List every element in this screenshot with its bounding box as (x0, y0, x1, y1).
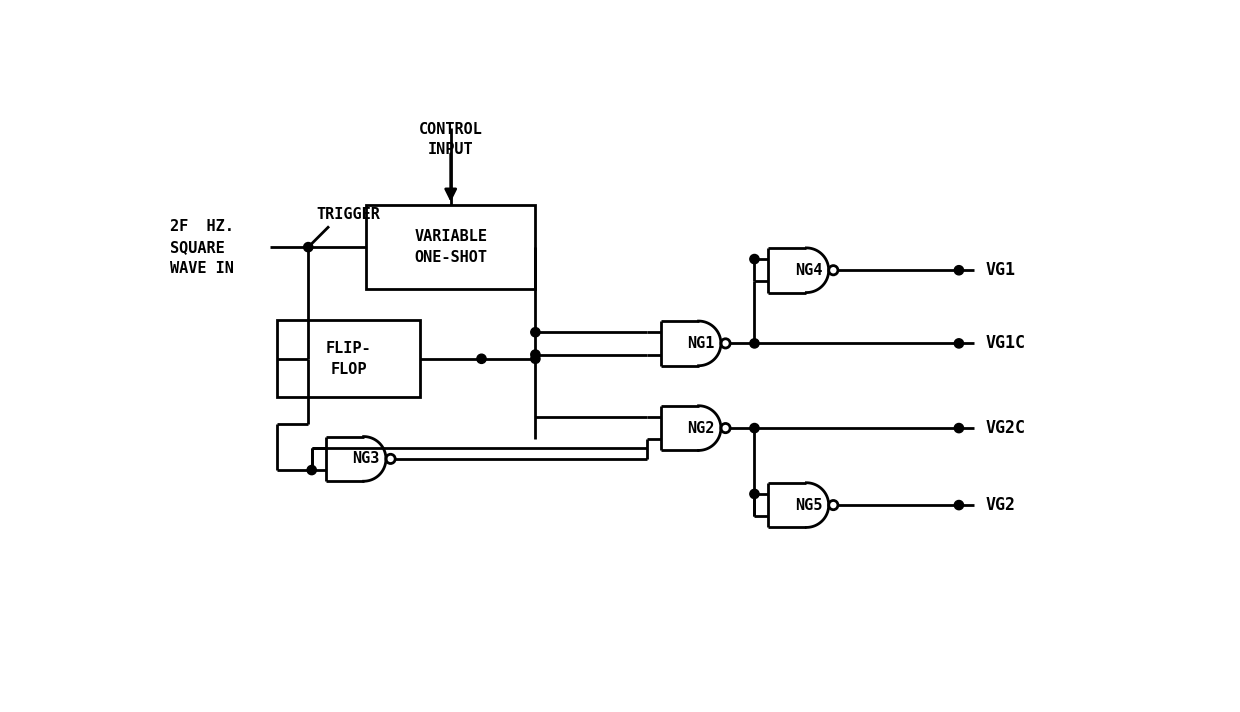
Circle shape (531, 354, 541, 363)
Circle shape (304, 243, 312, 252)
Text: NG1: NG1 (687, 336, 714, 351)
Text: VG2C: VG2C (986, 419, 1025, 437)
Text: 2F  HZ.
SQUARE
WAVE IN: 2F HZ. SQUARE WAVE IN (170, 219, 233, 276)
Circle shape (955, 339, 963, 348)
Circle shape (955, 424, 963, 433)
Text: VG2: VG2 (986, 496, 1016, 514)
Text: FLIP-
FLOP: FLIP- FLOP (326, 341, 372, 377)
Circle shape (750, 339, 759, 348)
Circle shape (750, 424, 759, 433)
Circle shape (750, 489, 759, 498)
Circle shape (308, 466, 316, 475)
Circle shape (531, 350, 541, 359)
Text: NG3: NG3 (352, 451, 379, 466)
Text: CONTROL
INPUT: CONTROL INPUT (419, 122, 482, 157)
Circle shape (955, 501, 963, 510)
Circle shape (477, 354, 486, 363)
Text: VG1C: VG1C (986, 335, 1025, 352)
Text: NG2: NG2 (687, 421, 714, 436)
Text: VARIABLE
ONE-SHOT: VARIABLE ONE-SHOT (414, 229, 487, 265)
Circle shape (531, 328, 541, 337)
Text: TRIGGER: TRIGGER (316, 207, 379, 222)
Text: NG4: NG4 (795, 263, 822, 278)
Bar (278, 320, 420, 397)
Text: NG5: NG5 (795, 498, 822, 513)
Circle shape (955, 266, 963, 275)
Circle shape (750, 254, 759, 263)
Bar (366, 205, 536, 290)
Text: VG1: VG1 (986, 261, 1016, 279)
